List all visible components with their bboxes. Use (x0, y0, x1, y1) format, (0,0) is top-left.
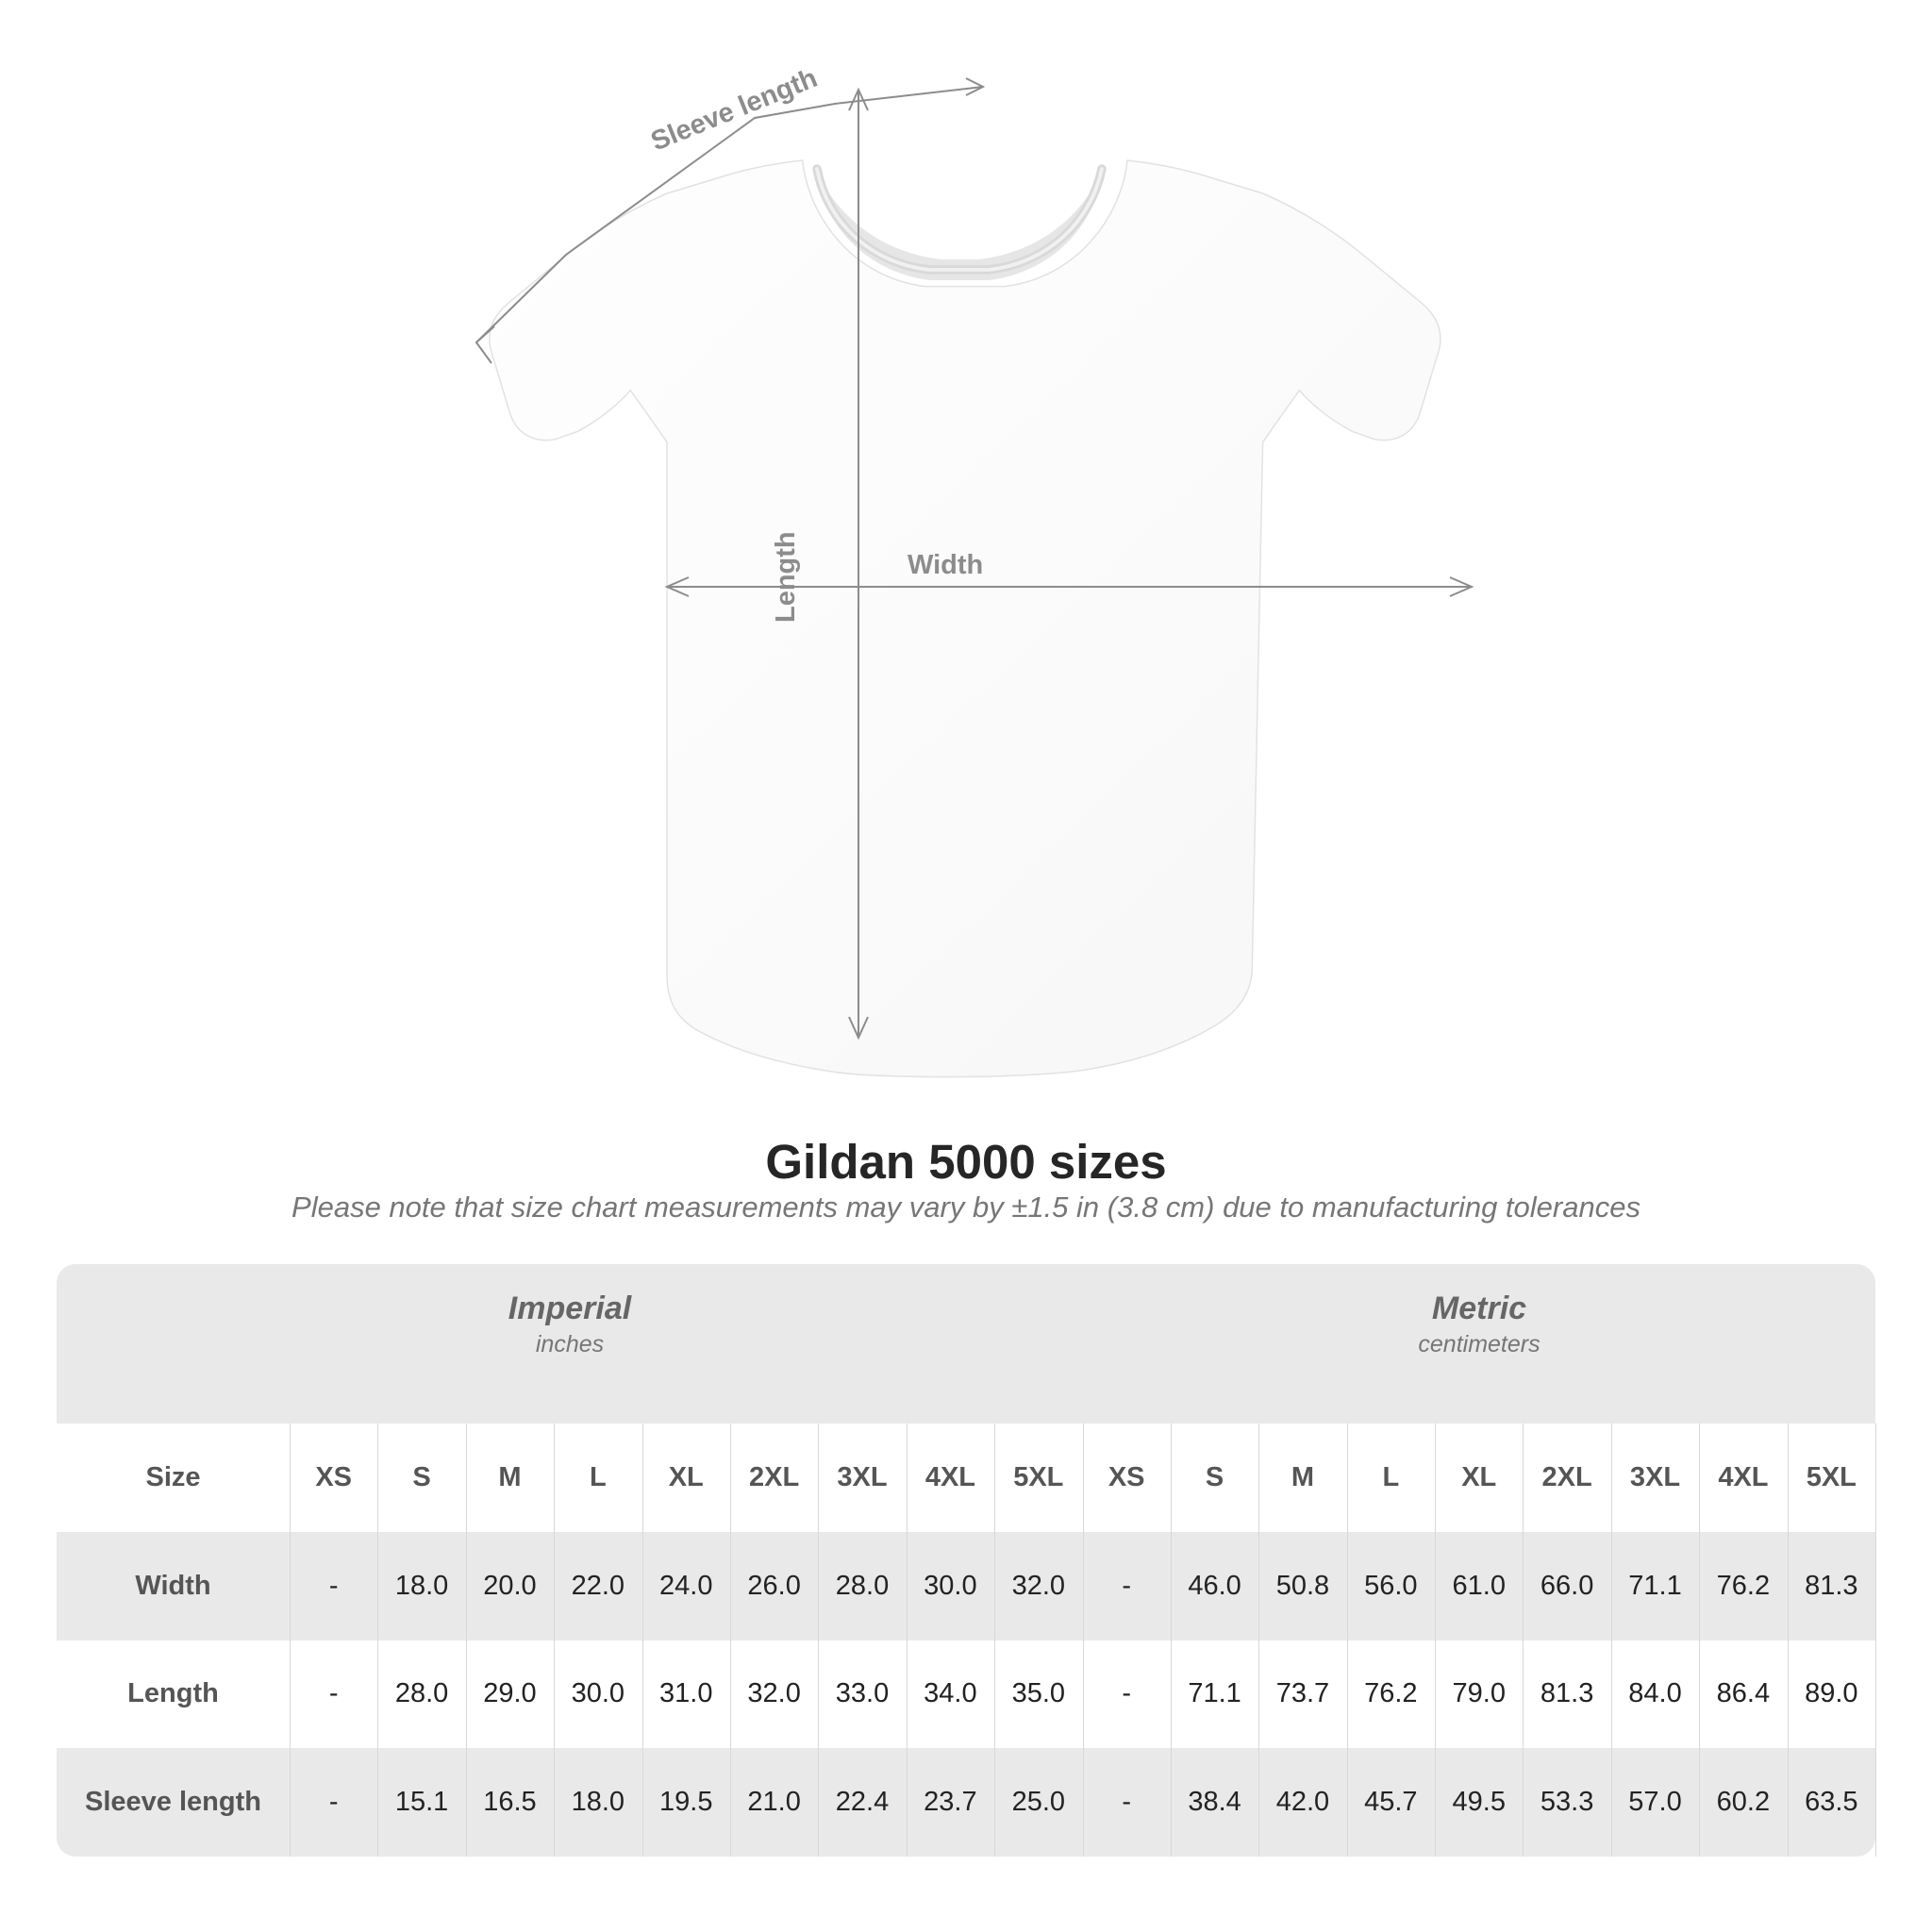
svg-text:Length: Length (771, 531, 801, 623)
svg-text:Width: Width (908, 550, 983, 580)
